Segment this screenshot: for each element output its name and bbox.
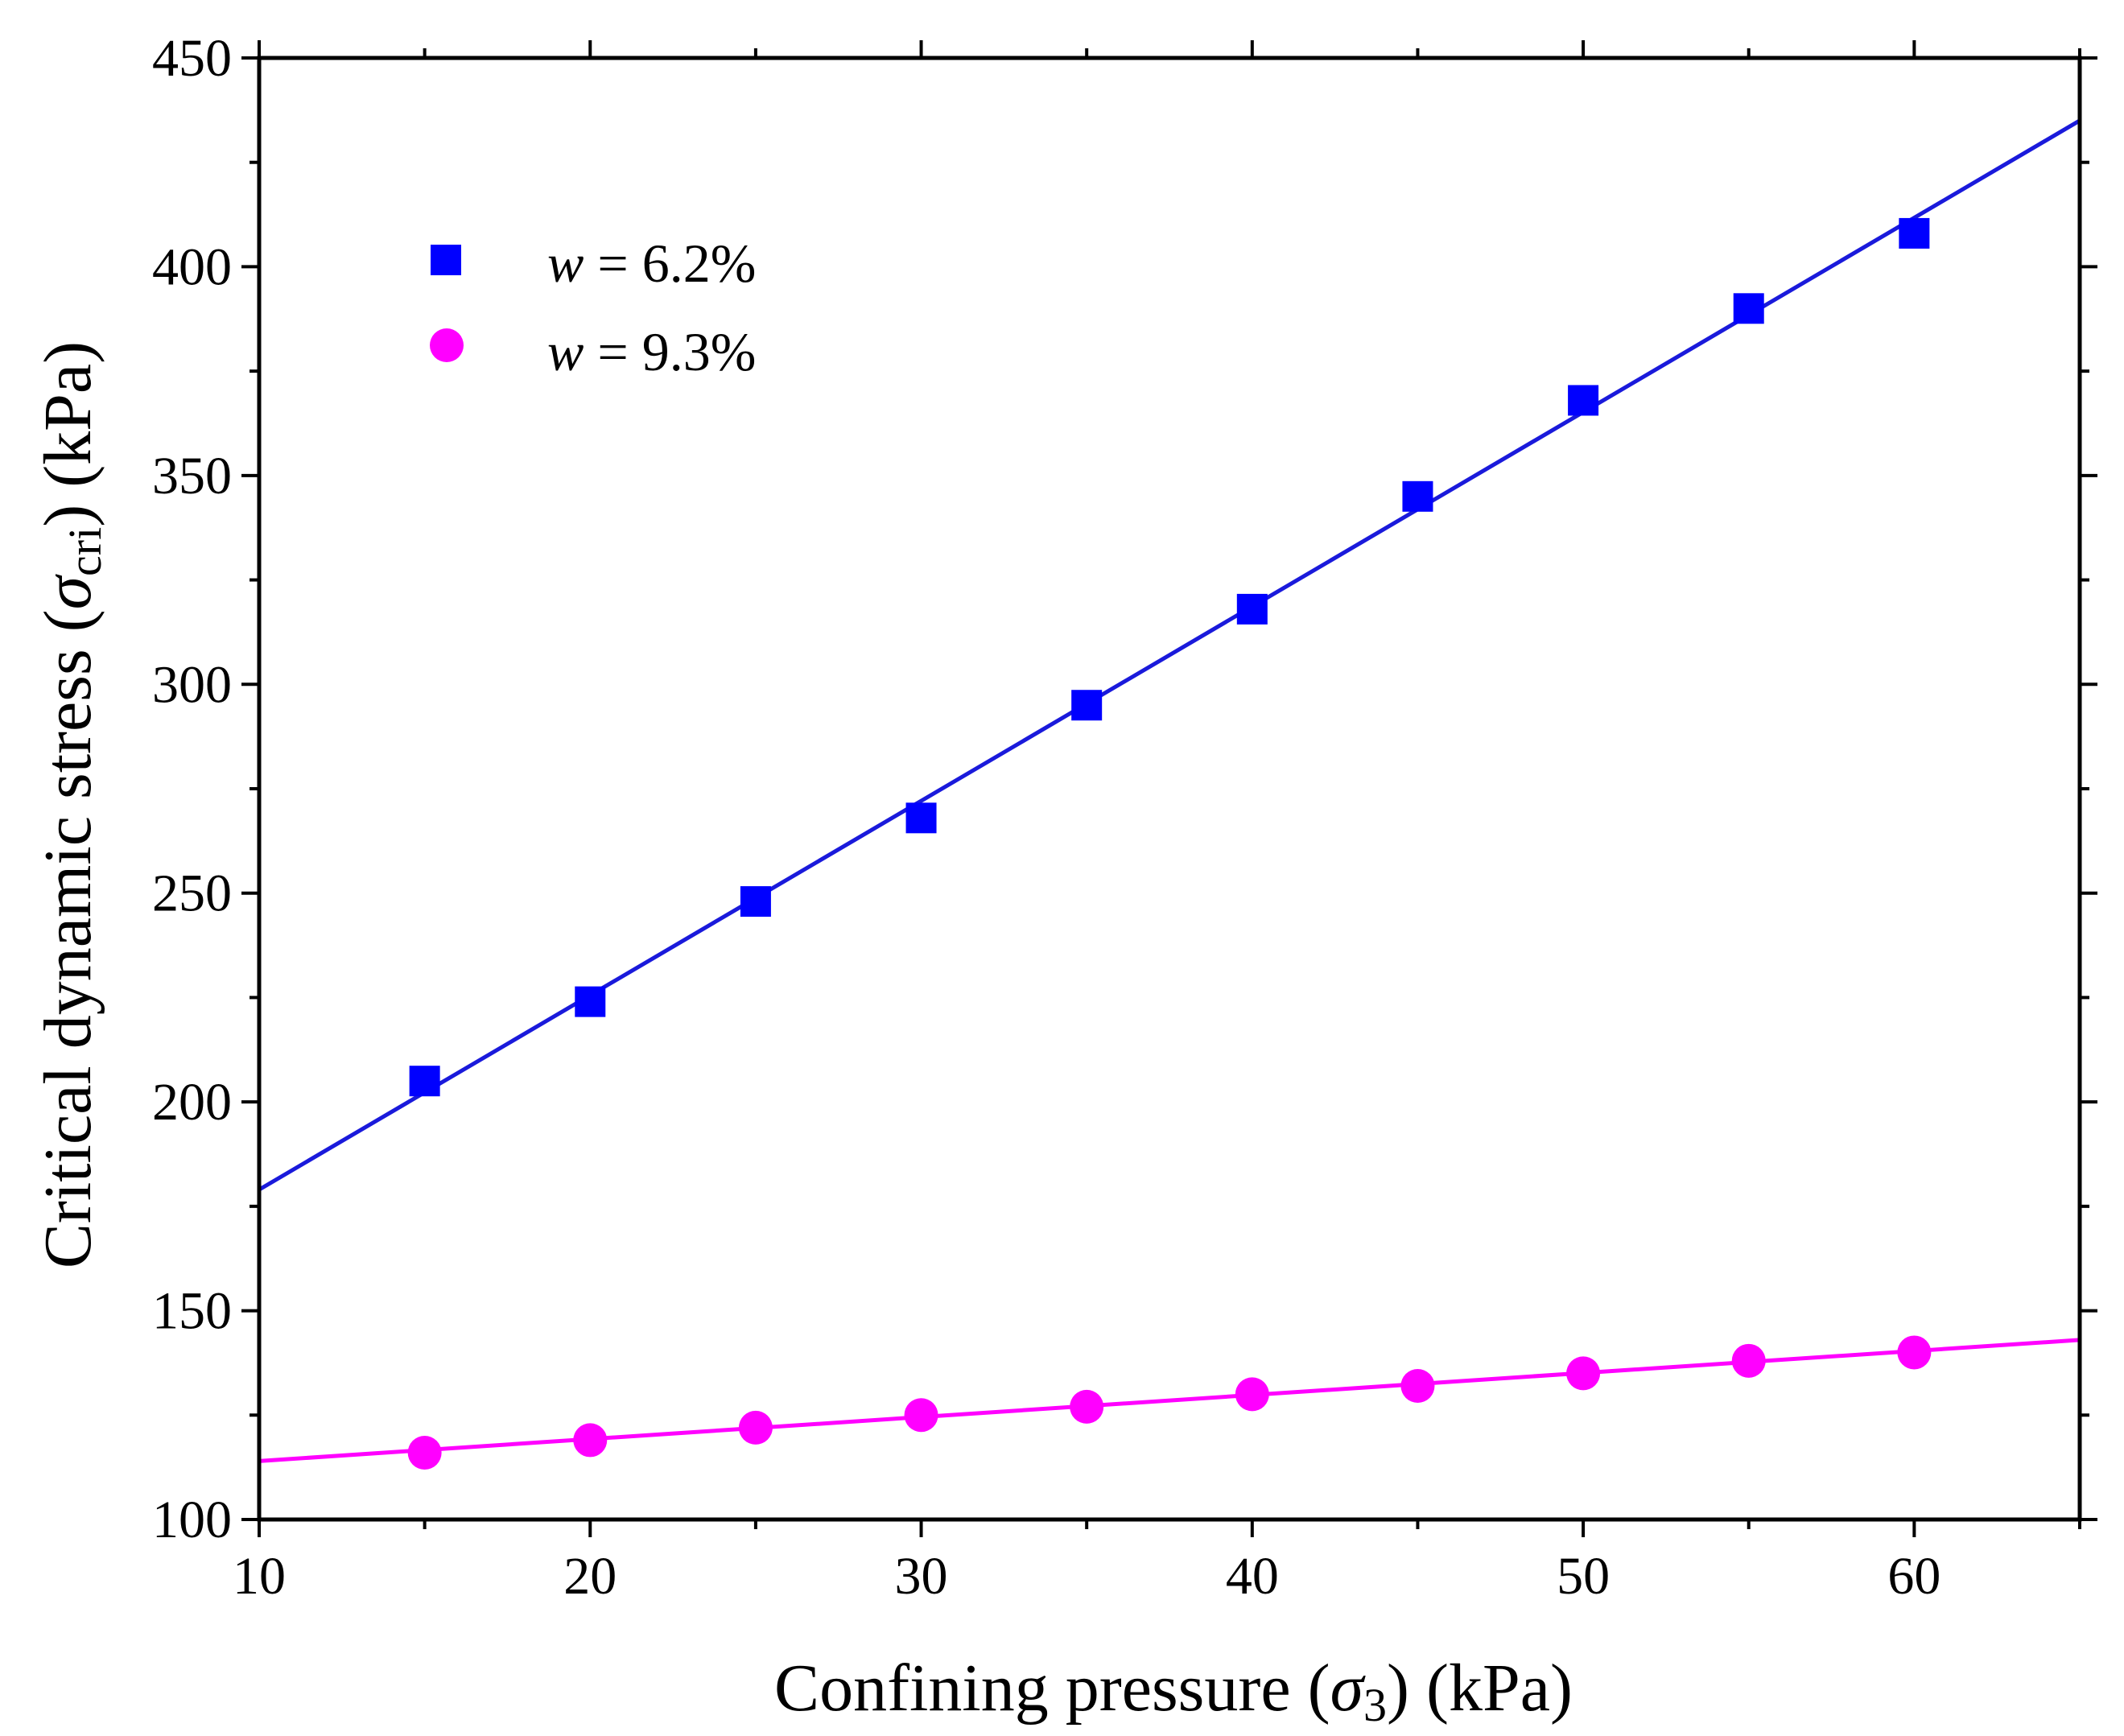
y-tick-label: 400 [152,237,232,296]
data-point-square [1899,217,1930,249]
data-point-square [575,986,606,1017]
plot-frame [257,56,2082,1522]
data-point-circle [1235,1377,1269,1412]
data-point-square [1568,385,1599,416]
y-tick-label: 100 [152,1491,232,1549]
data-point-circle [904,1398,938,1433]
data-point-circle [1400,1368,1435,1403]
data-point-circle [1731,1343,1766,1378]
legend-marker-circle [430,328,464,362]
legend-label-w93: w = 9.3% [547,321,756,382]
legend-label-w62: w = 6.2% [547,233,756,294]
x-axis-title: Confining pressure (σ3) (kPa) [774,1651,1573,1731]
y-tick-label: 150 [152,1282,232,1341]
x-tick-label: 50 [1557,1547,1610,1606]
x-tick-label: 60 [1887,1547,1940,1606]
x-tick-label: 10 [233,1547,286,1606]
data-point-square [1733,293,1764,324]
data-point-circle [1897,1335,1932,1370]
data-point-square [1236,593,1268,625]
data-point-circle [573,1423,608,1458]
data-point-square [409,1066,440,1097]
fit-line-series-1 [258,1338,2081,1463]
y-tick-label: 350 [152,447,232,505]
x-tick-label: 40 [1226,1547,1279,1606]
y-tick-label: 450 [152,29,232,88]
y-axis-title: Critical dynamic stress (σcri) (kPa) [31,341,111,1268]
data-point-square [905,802,937,834]
y-tick-label: 300 [152,655,232,714]
plot-layer: 10 20 30 40 50 60 100 150 200 250 300 350 400 450 [152,29,2097,1606]
data-point-square [1402,480,1433,512]
data-point-circle [1566,1356,1601,1391]
y-tick-label: 250 [152,864,232,923]
data-point-circle [407,1435,442,1470]
x-tick-label: 20 [563,1547,617,1606]
y-tick-label: 200 [152,1073,232,1132]
legend: w = 6.2% w = 9.3% [430,233,756,382]
fit-line-series-0 [258,118,2081,1192]
legend-marker-square [431,245,461,275]
data-point-circle [738,1410,773,1445]
data-point-circle [1070,1389,1104,1424]
data-point-square [1071,690,1103,721]
x-tick-label: 30 [895,1547,948,1606]
data-point-square [740,886,771,917]
